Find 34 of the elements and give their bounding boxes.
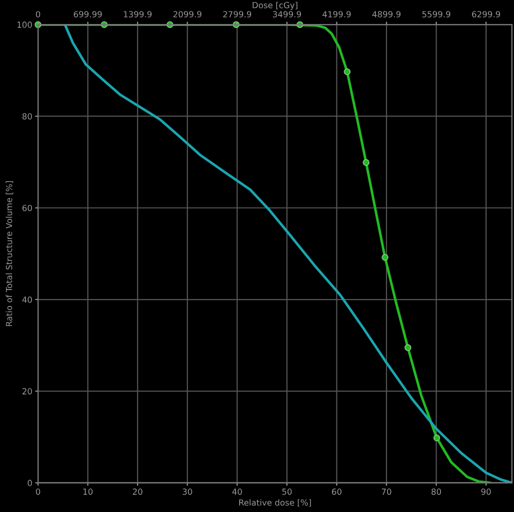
x2-axis-title: Dose [cGy] <box>252 2 298 10</box>
y-tick-label: 80 <box>22 113 32 120</box>
y-tick-label: 60 <box>22 204 32 212</box>
x-tick-label: 10 <box>83 488 93 495</box>
x2-tick-label: 2799.9 <box>223 11 252 18</box>
y-axis-title: Ratio of Total Structure Volume [%] <box>6 181 14 326</box>
x2-tick-label: 4199.9 <box>322 11 351 18</box>
point <box>433 434 440 442</box>
x2-tick-label: 3499.9 <box>272 11 301 18</box>
x-tick-label: 50 <box>282 488 292 495</box>
y-tick-label: 40 <box>22 296 32 303</box>
x2-tick-label: 5599.9 <box>422 11 450 18</box>
x-tick-label: 80 <box>432 488 442 495</box>
x2-tick-label: 6299.9 <box>472 11 500 18</box>
x2-tick-label: 0 <box>36 11 40 18</box>
x2-tick-label: 699.99 <box>74 11 102 18</box>
x-tick-label: 90 <box>481 488 491 495</box>
x2-tick-label: 4899.9 <box>372 11 400 18</box>
x-tick-label: 40 <box>232 488 242 495</box>
x-tick-label: 70 <box>382 488 392 495</box>
point <box>404 344 412 351</box>
y-tick-label: 20 <box>22 388 32 394</box>
point <box>362 159 370 166</box>
point <box>382 254 388 261</box>
x2-tick-label: 1399.9 <box>124 11 152 18</box>
x-tick-label: 30 <box>182 488 192 495</box>
x-tick-label: 0 <box>36 488 40 495</box>
y-tick-label: 100 <box>17 22 32 28</box>
x2-tick-label: 2099.9 <box>173 11 202 18</box>
x-tick-label: 60 <box>332 488 342 495</box>
x-tick-label: 20 <box>132 488 142 495</box>
x-axis-title: Relative dose [%] <box>239 499 311 507</box>
point <box>344 68 351 76</box>
y-tick-label: 0 <box>28 480 32 486</box>
